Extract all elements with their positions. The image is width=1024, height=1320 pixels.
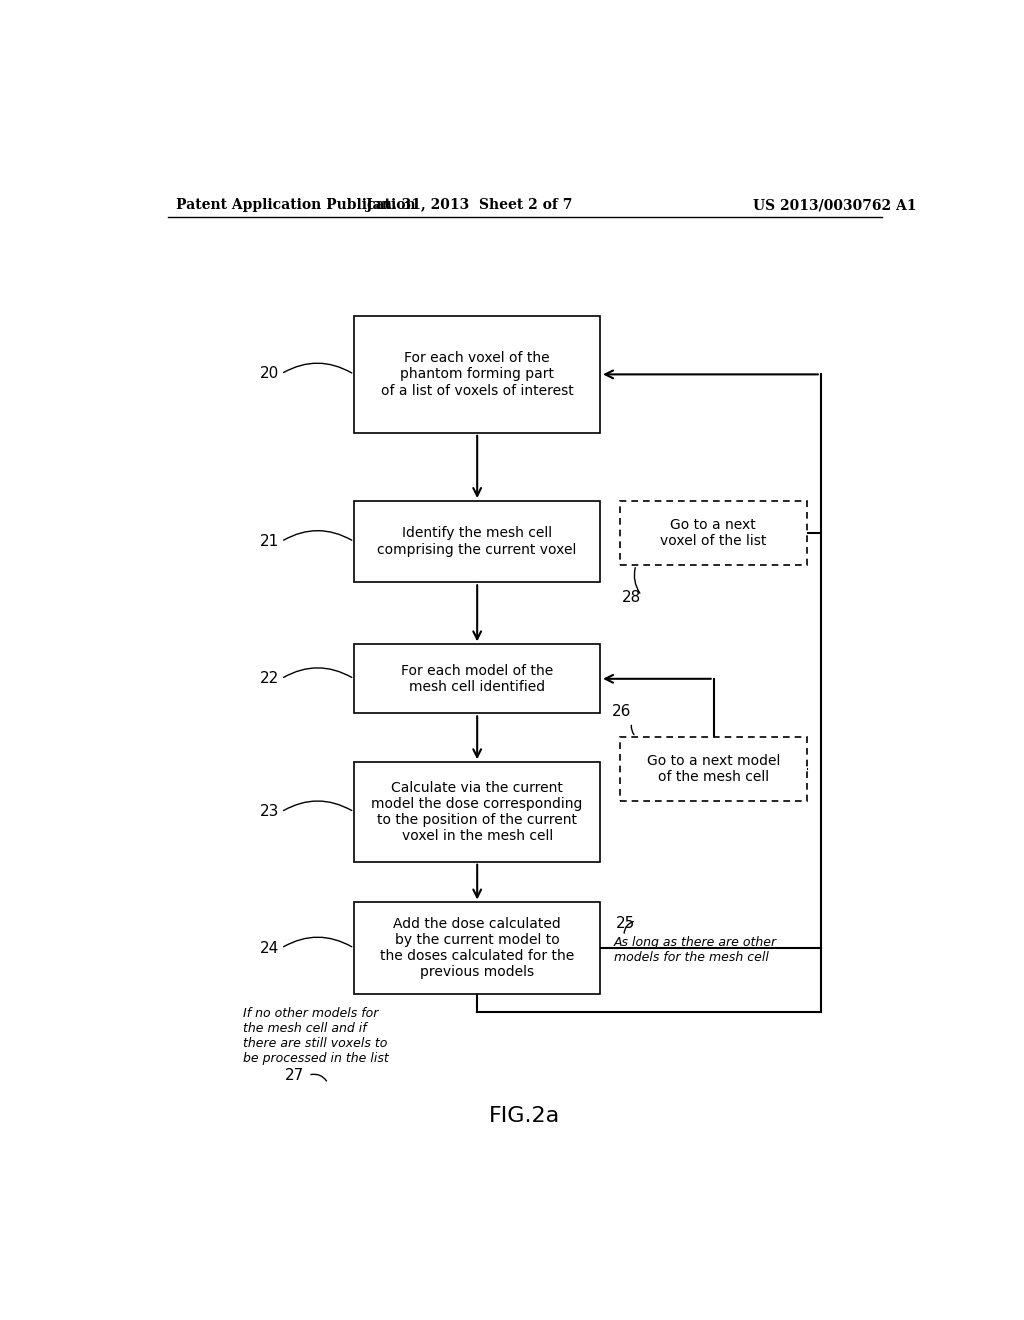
Text: For each voxel of the
phantom forming part
of a list of voxels of interest: For each voxel of the phantom forming pa… (381, 351, 573, 397)
Text: Add the dose calculated
by the current model to
the doses calculated for the
pre: Add the dose calculated by the current m… (380, 917, 574, 979)
Bar (354, 315, 600, 433)
Text: Calculate via the current
model the dose corresponding
to the position of the cu: Calculate via the current model the dose… (372, 780, 583, 843)
Text: Go to a next
voxel of the list: Go to a next voxel of the list (660, 517, 767, 548)
Text: Identify the mesh cell
comprising the current voxel: Identify the mesh cell comprising the cu… (378, 527, 577, 557)
Text: Jan. 31, 2013  Sheet 2 of 7: Jan. 31, 2013 Sheet 2 of 7 (366, 198, 572, 213)
Text: 27: 27 (285, 1068, 304, 1082)
Text: 20: 20 (259, 367, 279, 381)
Text: 24: 24 (259, 941, 279, 956)
Text: Go to a next model
of the mesh cell: Go to a next model of the mesh cell (646, 754, 780, 784)
Text: FIG.2a: FIG.2a (489, 1106, 560, 1126)
Text: As long as there are other
models for the mesh cell: As long as there are other models for th… (613, 936, 777, 964)
Bar (354, 500, 600, 582)
Bar (620, 500, 807, 565)
Bar (620, 737, 807, 801)
Text: If no other models for
the mesh cell and if
there are still voxels to
be process: If no other models for the mesh cell and… (243, 1007, 389, 1065)
Text: US 2013/0030762 A1: US 2013/0030762 A1 (753, 198, 916, 213)
Text: Patent Application Publication: Patent Application Publication (176, 198, 416, 213)
Text: 28: 28 (622, 590, 641, 606)
Text: For each model of the
mesh cell identified: For each model of the mesh cell identifi… (401, 664, 553, 694)
Bar (354, 644, 600, 713)
Text: 22: 22 (259, 672, 279, 686)
Bar (354, 903, 600, 994)
Text: 23: 23 (259, 804, 279, 820)
Text: 21: 21 (259, 535, 279, 549)
Text: 26: 26 (612, 705, 632, 719)
Bar (354, 762, 600, 862)
Text: 25: 25 (616, 916, 635, 931)
